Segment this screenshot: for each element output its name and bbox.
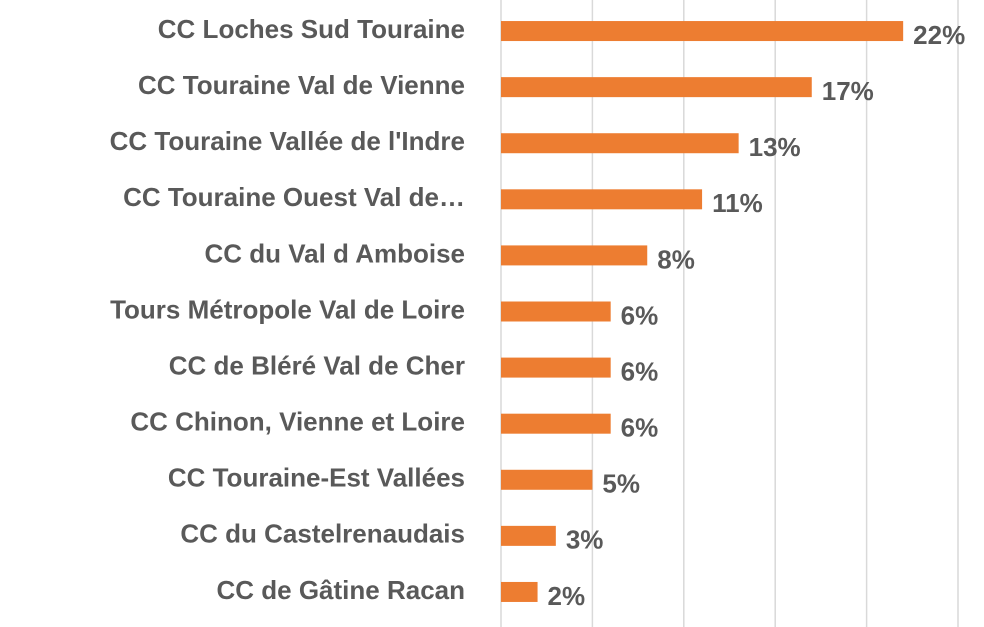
value-label: 13% [749, 132, 801, 162]
bar [501, 469, 593, 490]
bar [501, 525, 556, 546]
value-label: 2% [548, 581, 586, 611]
bar [501, 133, 739, 154]
category-label: CC du Castelrenaudais [180, 519, 465, 549]
value-label: 6% [621, 356, 659, 386]
category-label: CC de Bléré Val de Cher [169, 350, 465, 380]
category-label: CC Touraine Ouest Val de… [123, 182, 465, 212]
category-label: CC Touraine Val de Vienne [138, 70, 465, 100]
category-label: CC de Gâtine Racan [216, 575, 465, 605]
bar [501, 21, 904, 42]
bar [501, 301, 611, 322]
value-label: 22% [913, 20, 965, 50]
bar [501, 77, 812, 98]
value-label: 6% [621, 300, 659, 330]
bar [501, 581, 538, 602]
category-label: CC Touraine Vallée de l'Indre [110, 126, 465, 156]
value-label: 11% [712, 188, 763, 218]
bar [501, 357, 611, 378]
value-label: 6% [621, 413, 659, 443]
category-label: Tours Métropole Val de Loire [110, 294, 465, 324]
value-label: 3% [566, 525, 604, 555]
bar [501, 413, 611, 434]
category-label: CC du Val d Amboise [204, 238, 465, 268]
category-label: CC Loches Sud Touraine [158, 14, 465, 44]
bar [501, 189, 703, 210]
value-label: 5% [602, 469, 640, 499]
value-label: 8% [657, 244, 695, 274]
category-label: CC Chinon, Vienne et Loire [130, 407, 465, 437]
category-label: CC Touraine-Est Vallées [168, 463, 465, 493]
value-label: 17% [822, 76, 874, 106]
bar [501, 245, 648, 266]
